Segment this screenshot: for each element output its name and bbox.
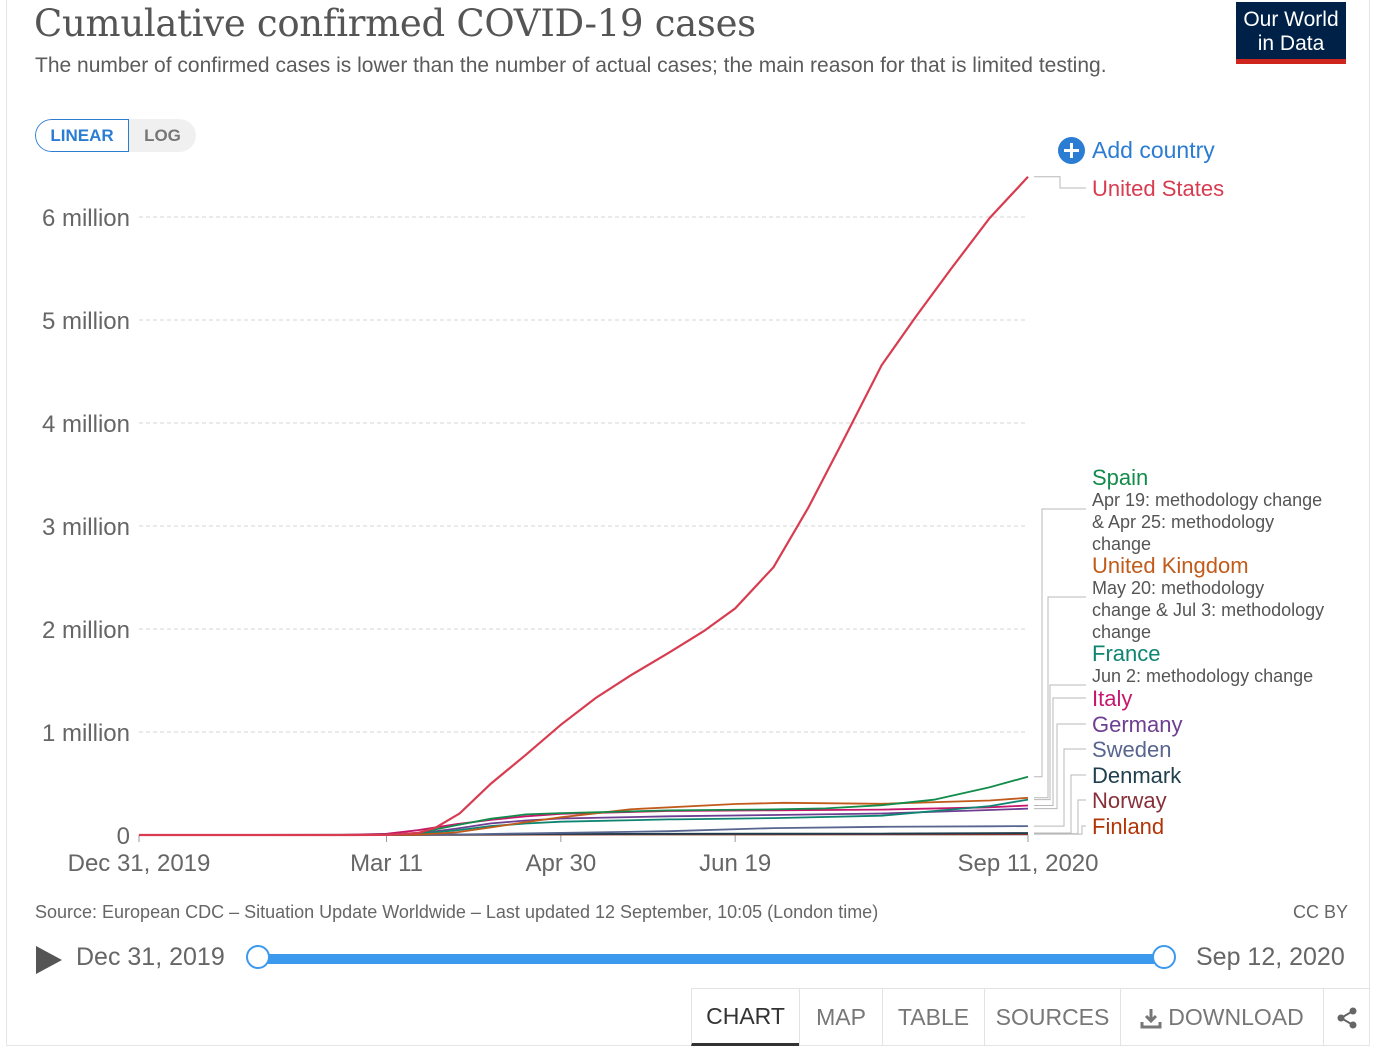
timeline-end-label: Sep 12, 2020 <box>1196 943 1345 971</box>
axes: 0 1 million 2 million 3 million 4 million 5 m… <box>42 205 1099 877</box>
timeline-start-handle[interactable] <box>246 945 270 969</box>
logo-line1: Our World <box>1243 8 1339 31</box>
add-country-label: Add country <box>1092 137 1215 163</box>
gridlines <box>139 216 1028 733</box>
y-tick-label: 1 million <box>42 720 130 747</box>
series-label: United States <box>1092 176 1224 201</box>
tab-bar: CHART MAP TABLE SOURCES DOWNLOAD <box>691 988 1369 1046</box>
label-connector <box>1034 684 1086 801</box>
x-tick-label: Dec 31, 2019 <box>68 850 211 877</box>
series-label: United Kingdom <box>1092 553 1249 578</box>
scale-toggle: LINEAR LOG <box>35 119 196 152</box>
label-connector <box>1034 825 1086 835</box>
download-label: DOWNLOAD <box>1168 1004 1304 1030</box>
x-tick-label: Sep 11, 2020 <box>957 850 1098 877</box>
label-connector <box>1034 697 1086 806</box>
series-label: Germany <box>1092 712 1182 737</box>
series-lines <box>138 176 1029 837</box>
label-connector <box>1034 176 1086 189</box>
timeline-track[interactable] <box>258 954 1164 964</box>
line-chart: 0 1 million 2 million 3 million 4 million 5 m… <box>42 176 1324 877</box>
add-country-button[interactable]: Add country <box>1058 137 1215 164</box>
share-icon <box>1337 1007 1356 1028</box>
tab-chart[interactable]: CHART <box>691 989 799 1046</box>
series-label: Sweden <box>1092 737 1172 762</box>
y-tick-label: 4 million <box>42 411 130 438</box>
share-button[interactable] <box>1323 989 1369 1046</box>
label-connector <box>1034 723 1086 810</box>
series-label: Denmark <box>1092 763 1182 788</box>
series-annotation: & Apr 25: methodology <box>1092 512 1274 532</box>
x-tick-label: Jun 19 <box>699 850 771 877</box>
series-annotation: Jun 2: methodology change <box>1092 666 1313 686</box>
series-annotation: change <box>1092 534 1151 554</box>
tab-map[interactable]: MAP <box>799 989 882 1046</box>
y-tick-label: 5 million <box>42 308 130 335</box>
source-note: Source: European CDC – Situation Update … <box>35 902 879 922</box>
series-annotation: change & Jul 3: methodology <box>1092 600 1324 620</box>
timeline-end-handle[interactable] <box>1152 945 1176 969</box>
timeline-start-label: Dec 31, 2019 <box>76 943 225 971</box>
timeline: Dec 31, 2019 Sep 12, 2020 <box>36 940 1346 980</box>
tab-download[interactable]: DOWNLOAD <box>1120 989 1323 1046</box>
log-scale-button[interactable]: LOG <box>129 119 196 152</box>
series-label: Finland <box>1092 814 1164 839</box>
series-label: Norway <box>1092 788 1167 813</box>
label-connector <box>1034 748 1086 827</box>
chart-subtitle: The number of confirmed cases is lower t… <box>35 54 1107 77</box>
download-icon <box>1140 1008 1162 1028</box>
series-annotation: Apr 19: methodology change <box>1092 490 1322 510</box>
y-tick-label: 2 million <box>42 617 130 644</box>
x-tick-label: Mar 11 <box>350 850 423 877</box>
play-icon[interactable] <box>36 946 62 974</box>
chart-title: Cumulative confirmed COVID-19 cases <box>34 2 756 45</box>
series-annotation: change <box>1092 622 1151 642</box>
series-line <box>139 796 1029 836</box>
label-connector <box>1034 508 1086 778</box>
tab-sources[interactable]: SOURCES <box>984 989 1120 1046</box>
license-link[interactable]: CC BY <box>1292 902 1348 922</box>
label-connector <box>1034 774 1086 834</box>
owid-logo[interactable]: Our World in Data <box>1236 2 1346 64</box>
x-tick-label: Apr 30 <box>525 850 596 877</box>
chart-frame <box>6 0 1370 1046</box>
series-line <box>139 804 1029 836</box>
series-line <box>139 176 1029 837</box>
series-label: Spain <box>1092 465 1148 490</box>
linear-scale-button[interactable]: LINEAR <box>35 119 129 152</box>
series-label: France <box>1092 641 1160 666</box>
logo-accent-bar <box>1236 59 1346 64</box>
y-tick-label: 3 million <box>42 514 130 541</box>
logo-line2: in Data <box>1257 32 1325 55</box>
label-connector <box>1034 596 1086 799</box>
plus-circle-icon <box>1058 137 1085 164</box>
series-annotation: May 20: methodology <box>1092 578 1264 598</box>
y-tick-label: 6 million <box>42 205 130 232</box>
tab-table[interactable]: TABLE <box>882 989 984 1046</box>
y-tick-label: 0 <box>117 823 130 850</box>
series-label: Italy <box>1092 686 1132 711</box>
